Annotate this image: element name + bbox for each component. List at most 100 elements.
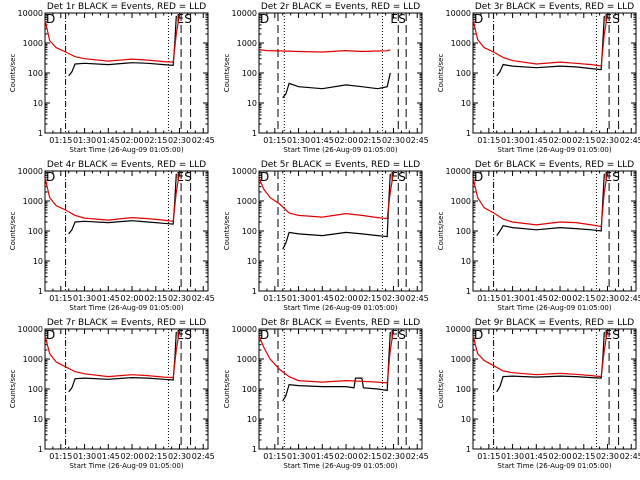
- series-events-line: [496, 15, 605, 77]
- x-tick-label: 02:00: [121, 294, 144, 303]
- series-events-line: [282, 72, 391, 99]
- series-events-line: [496, 173, 605, 236]
- plot-frame: [472, 328, 637, 450]
- detector-panel-8: Det 8r BLACK = Events, RED = LLD 1 10 100 10…: [223, 318, 429, 470]
- event-marker-s: S: [184, 12, 192, 26]
- x-axis-title: Start Time (26-Aug-09 01:05:00): [69, 304, 183, 312]
- x-tick-label: 02:30: [596, 136, 619, 145]
- detector-panel-5: Det 5r BLACK = Events, RED = LLD 1 10 100 10…: [223, 160, 429, 312]
- detector-panel-3: Det 3r BLACK = Events, RED = LLD 1 10 100 10…: [437, 2, 640, 154]
- x-tick-label: 01:45: [311, 294, 334, 303]
- x-tick-label: 01:15: [263, 136, 286, 145]
- y-tick-label: 1000: [23, 355, 43, 364]
- x-tick-label: 02:45: [620, 294, 640, 303]
- x-tick-label: 02:00: [335, 294, 358, 303]
- x-tick-label: 02:00: [549, 136, 572, 145]
- y-tick-label: 1000: [451, 197, 471, 206]
- x-tick-label: 02:45: [620, 452, 640, 461]
- y-tick-label: 1: [38, 129, 43, 138]
- x-tick-label: 02:45: [192, 294, 215, 303]
- x-tick-label: 02:15: [358, 294, 381, 303]
- x-tick-label: 01:30: [73, 294, 96, 303]
- panel-title: Det 8r BLACK = Events, RED = LLD: [261, 318, 420, 328]
- y-axis-title: Counts/sec: [437, 370, 445, 409]
- y-axis-title: Counts/sec: [9, 212, 17, 251]
- detector-panel-4: Det 4r BLACK = Events, RED = LLD 1 10 100 10…: [9, 160, 215, 312]
- x-tick-label: 02:45: [406, 452, 429, 461]
- y-tick-label: 100: [28, 69, 43, 78]
- x-tick-label: 02:45: [406, 136, 429, 145]
- y-tick-label: 1000: [237, 355, 257, 364]
- x-tick-label: 01:30: [501, 136, 524, 145]
- y-tick-label: 10000: [232, 325, 257, 334]
- x-tick-label: 01:30: [501, 452, 524, 461]
- y-tick-label: 10: [33, 257, 43, 266]
- plot-frame: [258, 12, 423, 134]
- detector-panel-9: Det 9r BLACK = Events, RED = LLD 1 10 100 10…: [437, 318, 640, 470]
- x-axis-title: Start Time (26-Aug-09 01:05:00): [283, 462, 397, 470]
- series-events-line: [282, 331, 391, 402]
- x-tick-label: 01:15: [49, 136, 72, 145]
- x-tick-label: 02:15: [144, 294, 167, 303]
- x-tick-label: 01:45: [525, 452, 548, 461]
- y-tick-label: 100: [242, 69, 257, 78]
- series-lld-line: [472, 330, 609, 378]
- event-marker-e: E: [176, 12, 184, 26]
- y-tick-label: 10000: [232, 167, 257, 176]
- y-tick-label: 10: [461, 99, 471, 108]
- event-marker-s: S: [184, 170, 192, 184]
- event-marker-s: S: [398, 170, 406, 184]
- plot-frame: [472, 170, 637, 292]
- x-tick-label: 02:45: [620, 136, 640, 145]
- plot-frame: [44, 328, 209, 450]
- event-marker-d: D: [474, 170, 483, 184]
- event-marker-d: D: [260, 170, 269, 184]
- panel-title: Det 9r BLACK = Events, RED = LLD: [475, 318, 634, 328]
- y-tick-label: 1: [252, 129, 257, 138]
- y-tick-label: 1: [466, 445, 471, 454]
- event-marker-s: S: [612, 328, 620, 342]
- panel-title: Det 1r BLACK = Events, RED = LLD: [47, 2, 206, 12]
- x-tick-label: 02:45: [192, 136, 215, 145]
- x-axis-title: Start Time (26-Aug-09 01:05:00): [69, 462, 183, 470]
- y-tick-label: 1: [38, 445, 43, 454]
- x-axis-title: Start Time (26-Aug-09 01:05:00): [283, 146, 397, 154]
- event-marker-d: D: [260, 12, 269, 26]
- x-tick-label: 02:15: [144, 136, 167, 145]
- y-tick-label: 10: [461, 415, 471, 424]
- y-axis-title: Counts/sec: [223, 370, 231, 409]
- y-axis-title: Counts/sec: [437, 54, 445, 93]
- event-marker-e: E: [604, 328, 612, 342]
- series-lld-line: [258, 172, 395, 220]
- y-tick-label: 100: [456, 69, 471, 78]
- event-marker-s: S: [398, 328, 406, 342]
- x-tick-label: 02:15: [144, 452, 167, 461]
- event-marker-e: E: [176, 328, 184, 342]
- x-tick-label: 02:30: [382, 294, 405, 303]
- panel-title: Det 3r BLACK = Events, RED = LLD: [475, 2, 634, 12]
- event-marker-d: D: [46, 170, 55, 184]
- x-axis-title: Start Time (26-Aug-09 01:05:00): [69, 146, 183, 154]
- x-tick-label: 02:45: [192, 452, 215, 461]
- x-axis-title: Start Time (26-Aug-09 01:05:00): [497, 462, 611, 470]
- x-axis-title: Start Time (26-Aug-09 01:05:00): [497, 304, 611, 312]
- panel-title: Det 7r BLACK = Events, RED = LLD: [47, 318, 206, 328]
- x-tick-label: 01:45: [311, 136, 334, 145]
- event-marker-d: D: [260, 328, 269, 342]
- x-tick-label: 02:00: [121, 136, 144, 145]
- y-tick-label: 1000: [451, 355, 471, 364]
- x-tick-label: 02:45: [406, 294, 429, 303]
- x-tick-label: 01:45: [97, 136, 120, 145]
- series-lld-line: [258, 330, 395, 384]
- x-tick-label: 02:15: [572, 452, 595, 461]
- y-tick-label: 10: [461, 257, 471, 266]
- y-tick-label: 100: [28, 385, 43, 394]
- x-tick-label: 01:15: [49, 452, 72, 461]
- y-axis-title: Counts/sec: [9, 370, 17, 409]
- y-tick-label: 10000: [18, 325, 43, 334]
- y-tick-label: 1: [38, 287, 43, 296]
- y-tick-label: 10: [33, 99, 43, 108]
- x-axis-title: Start Time (26-Aug-09 01:05:00): [497, 146, 611, 154]
- panel-title: Det 5r BLACK = Events, RED = LLD: [261, 160, 420, 170]
